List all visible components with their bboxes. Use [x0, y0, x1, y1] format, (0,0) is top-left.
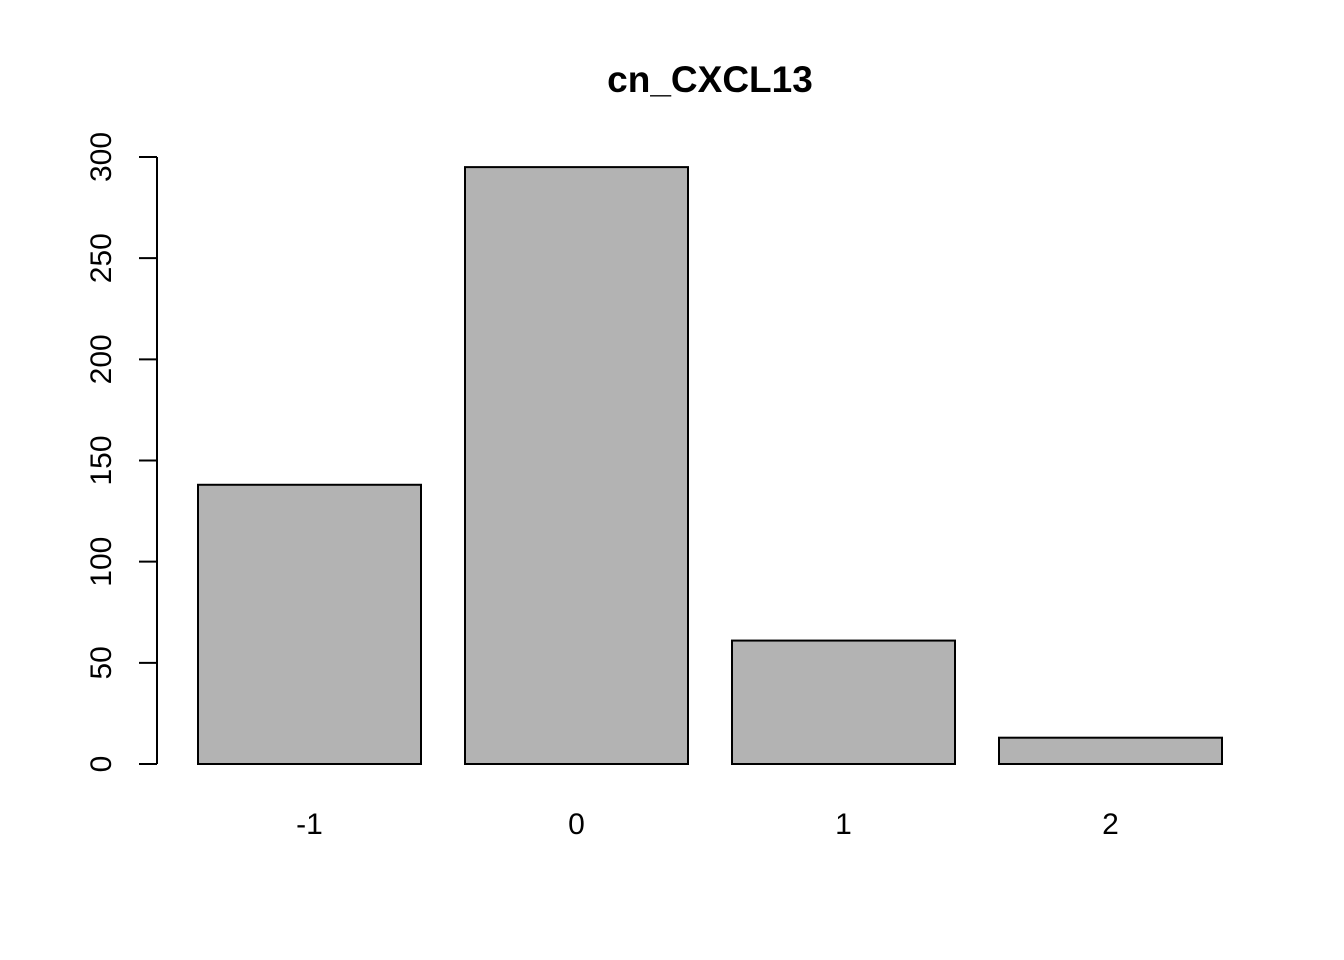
bar-1 — [731, 639, 956, 765]
bar-0 — [464, 166, 689, 766]
bars — [197, 166, 1223, 766]
bar-2 — [998, 736, 1223, 765]
y-tick-label: 250 — [85, 233, 118, 283]
y-tick-label: 150 — [85, 435, 118, 485]
y-tick-label: 100 — [85, 537, 118, 587]
x-tick-label: 2 — [1102, 808, 1119, 841]
y-tick-label: 200 — [85, 334, 118, 384]
x-tick-label: -1 — [296, 808, 323, 841]
x-tick-label: 1 — [835, 808, 852, 841]
y-tick-label: 300 — [85, 132, 118, 182]
y-axis: 0 50 100 150 200 250 300 — [85, 132, 158, 773]
y-tick-label: 0 — [85, 756, 118, 773]
x-tick-labels: -1 0 1 2 — [296, 808, 1119, 841]
x-tick-label: 0 — [568, 808, 585, 841]
chart-title: cn_CXCL13 — [607, 59, 813, 100]
y-tick-label: 50 — [85, 646, 118, 679]
bar--1 — [197, 483, 422, 765]
